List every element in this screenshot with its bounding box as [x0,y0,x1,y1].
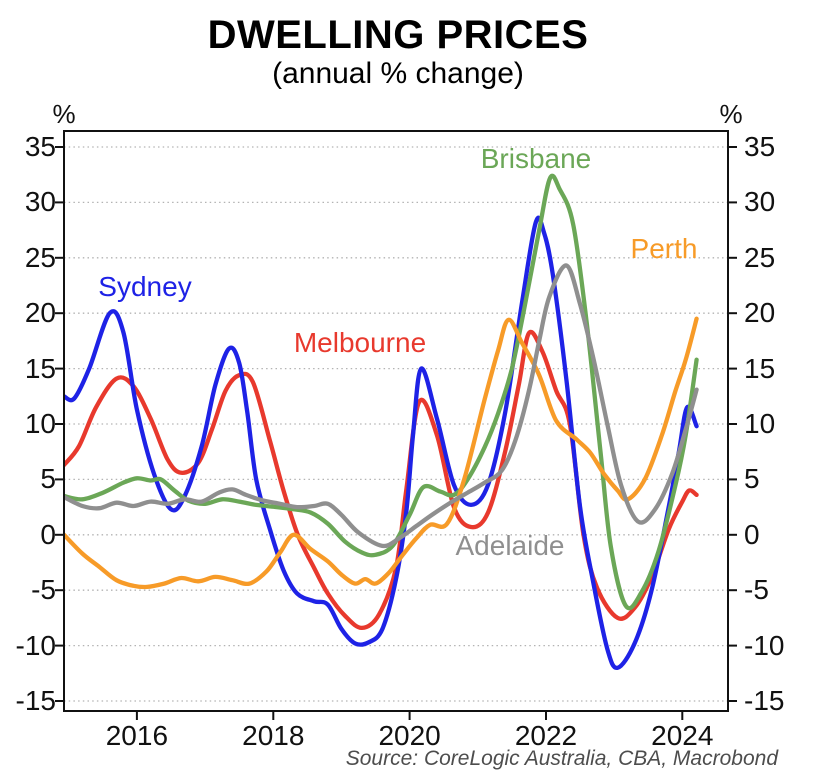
y-tick-label-left: 5 [40,463,56,495]
x-tick-label: 2022 [514,720,578,751]
y-tick-label-left: 30 [24,186,56,218]
y-tick-label-left: 0 [40,518,56,550]
x-tick-label: 2020 [378,720,441,751]
y-axis-unit-right: % [719,99,743,129]
y-tick-label-right: 5 [744,463,760,495]
chart-header: DWELLING PRICES (annual % change) [208,0,589,92]
y-tick-label-left: -10 [15,629,56,661]
y-tick-label-right: 0 [744,518,760,550]
y-tick-label-right: 15 [744,352,776,384]
y-tick-label-left: -5 [31,574,56,606]
y-tick-label-right: 35 [744,131,776,162]
y-tick-label-left: 10 [24,408,56,439]
brisbane-line [64,173,699,611]
y-tick-label-right: -10 [744,629,785,661]
y-tick-label-right: 25 [744,241,776,273]
series-label-perth: Perth [630,233,698,264]
y-tick-label-left: 35 [24,131,56,162]
series-label-sydney: Sydney [98,271,192,302]
y-tick-label-right: 30 [744,186,776,218]
adelaide-line [64,263,699,549]
y-tick-label-left: 20 [24,297,56,329]
series-label-brisbane: Brisbane [480,143,592,174]
x-tick-label: 2016 [105,720,169,751]
y-axis-unit-left: % [52,99,76,129]
series-label-adelaide: Adelaide [455,530,565,561]
series-label-melbourne: Melbourne [293,327,427,358]
x-tick-label: 2018 [242,720,305,751]
y-tick-label-left: 15 [24,352,56,384]
x-tick-label: 2024 [651,720,714,751]
y-tick-label-right: -5 [744,574,769,606]
perth-line [64,316,699,590]
y-tick-label-right: -15 [744,685,785,716]
y-tick-label-left: 25 [24,241,56,273]
source-note: Source: CoreLogic Australia, CBA, Macrob… [345,747,778,770]
y-tick-label-right: 10 [744,408,776,439]
plot-frame [63,130,729,712]
y-tick-label-left: -15 [15,685,56,716]
chart-subtitle: (annual % change) [272,57,524,90]
y-tick-label-right: 20 [744,297,776,329]
chart-title: DWELLING PRICES [207,13,589,57]
